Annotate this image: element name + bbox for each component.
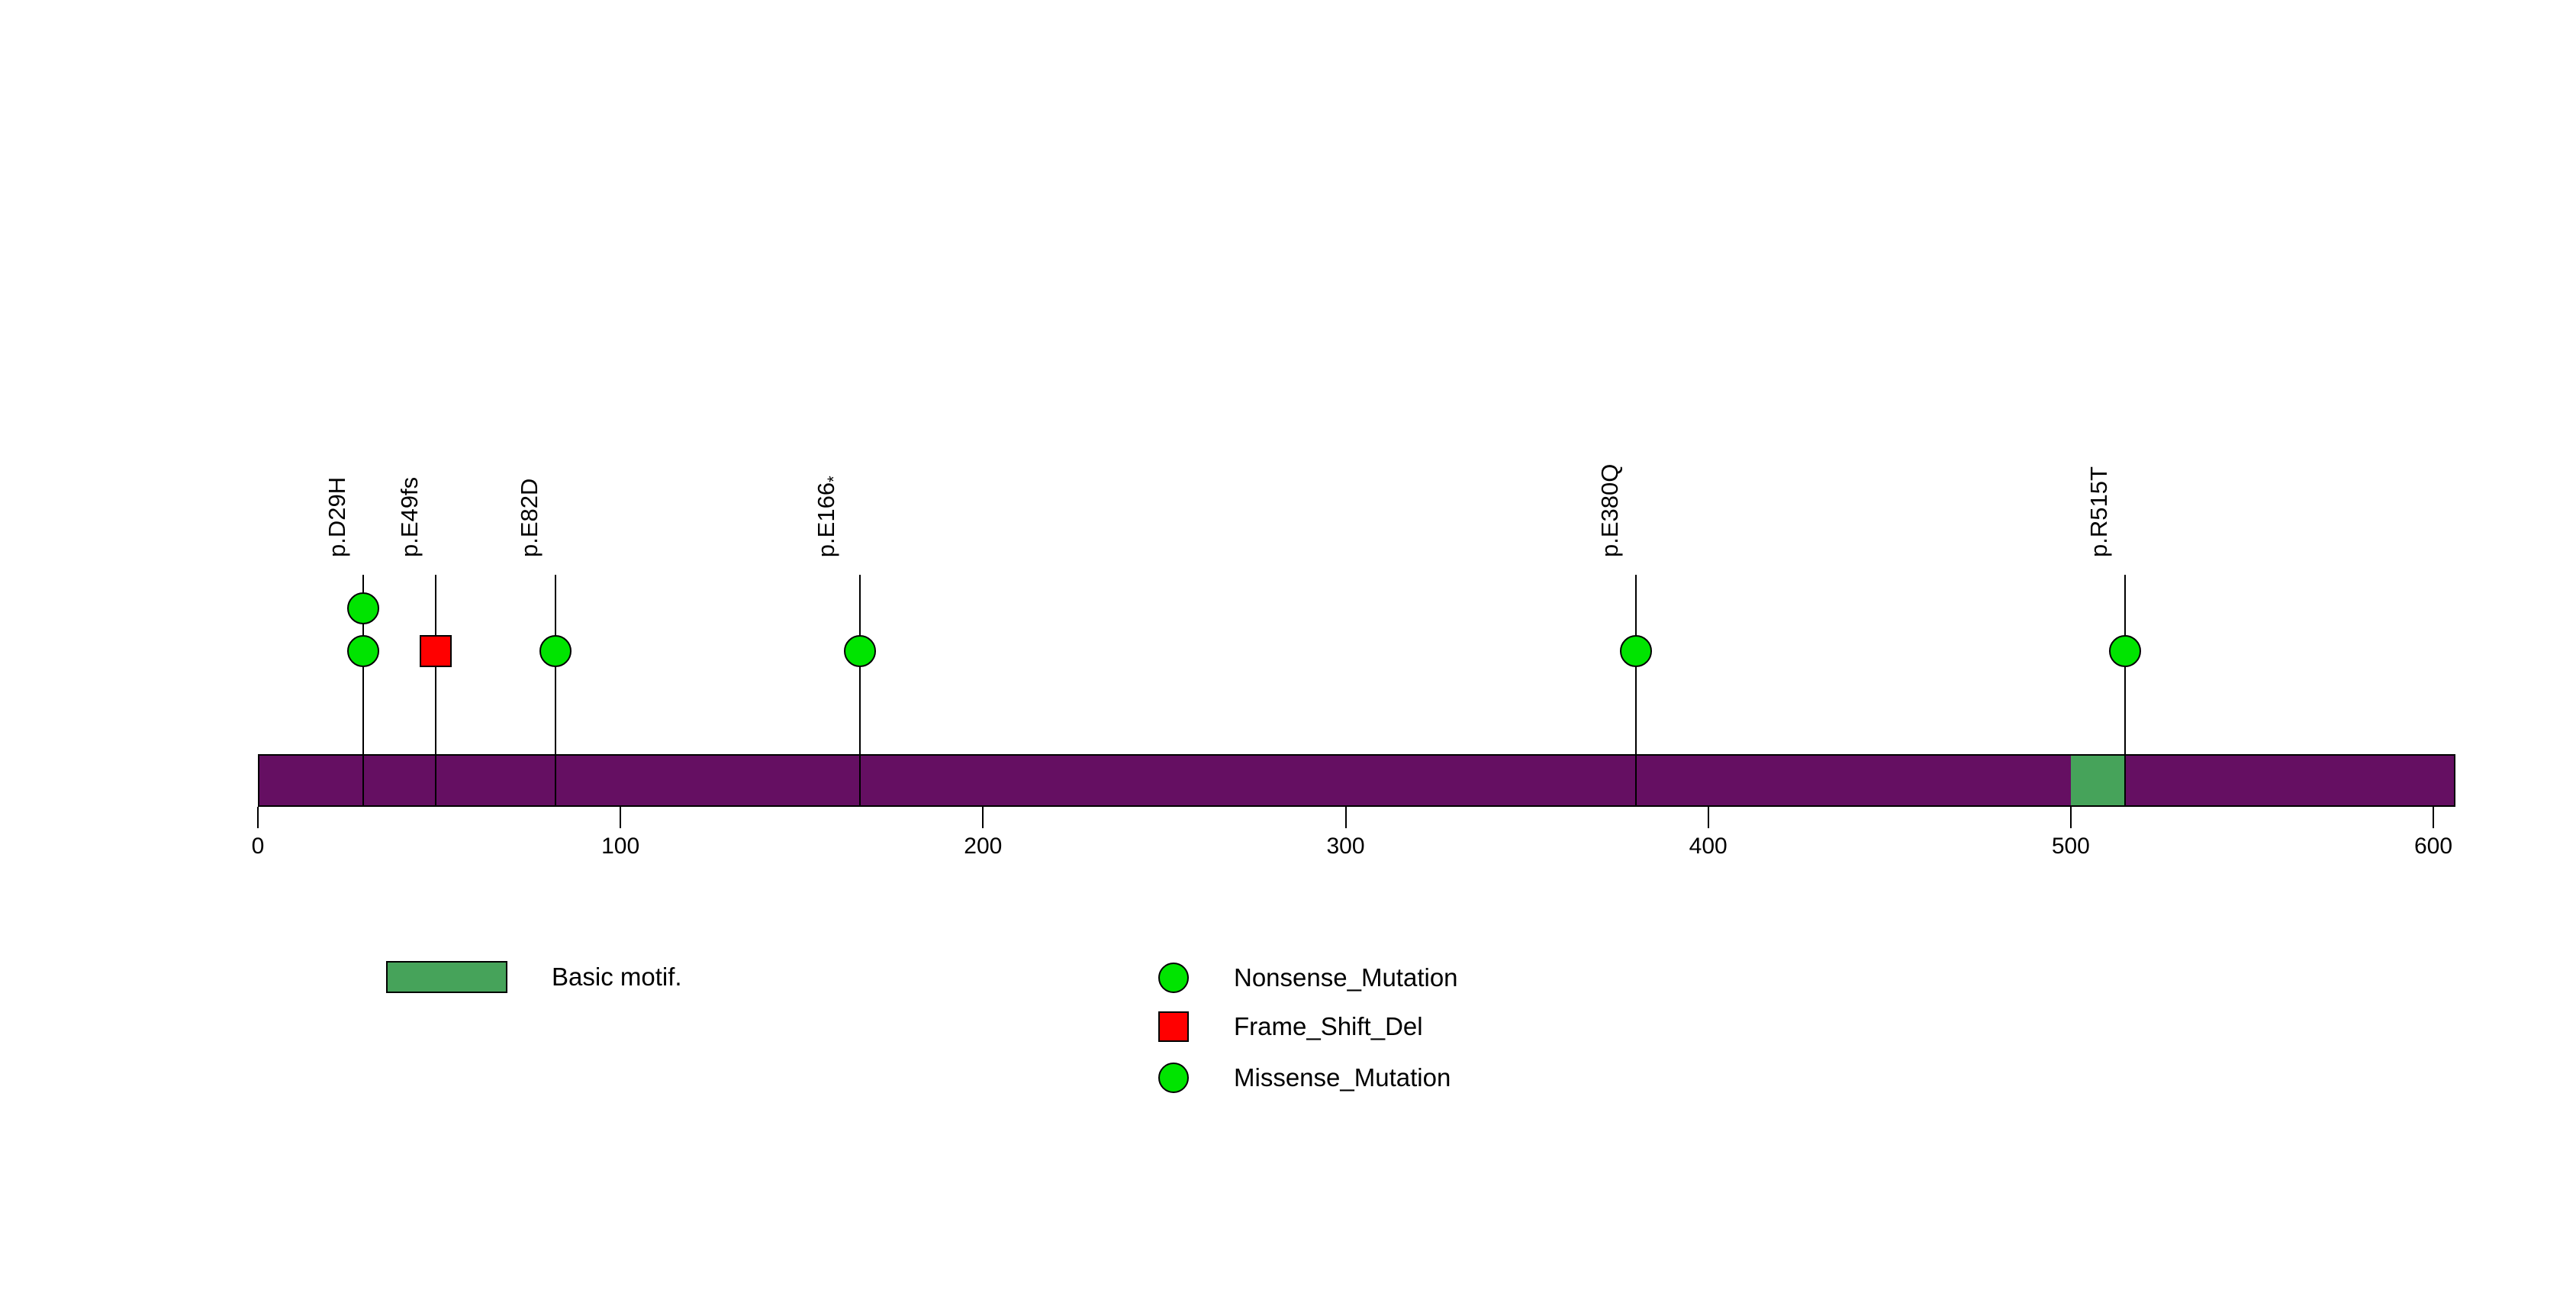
axis-tick <box>257 807 259 828</box>
axis-tick-label: 400 <box>1689 834 1728 859</box>
mutation-stem <box>362 575 364 807</box>
mutation-label: p.R515T <box>2085 466 2113 557</box>
legend-marker-square <box>1158 1011 1189 1042</box>
axis-tick-label: 0 <box>251 834 265 859</box>
mutation-stem <box>2124 575 2127 807</box>
mutation-marker-square <box>419 635 452 667</box>
mutation-stem <box>554 575 556 807</box>
mutation-label: p.E49fs <box>395 476 423 557</box>
mutation-marker-circle <box>346 635 379 667</box>
mutation-marker-circle <box>1619 635 1652 667</box>
axis-tick <box>620 807 622 828</box>
axis-tick <box>1707 807 1709 828</box>
mutation-marker-circle <box>2109 635 2142 667</box>
mutation-stem <box>1634 575 1637 807</box>
axis-tick-label: 200 <box>964 834 1003 859</box>
mutation-marker-circle <box>539 635 572 667</box>
mutation-label: p.D29H <box>323 476 350 557</box>
axis-tick <box>2433 807 2435 828</box>
axis-tick <box>982 807 984 828</box>
legend-marker-circle <box>1158 963 1189 993</box>
mutation-label: p.E380Q <box>1596 463 1623 557</box>
legend-mutation-label: Frame_Shift_Del <box>1234 1012 1423 1040</box>
axis-tick <box>2069 807 2072 828</box>
axis-tick <box>1344 807 1347 828</box>
mutation-stem <box>858 575 861 807</box>
axis-tick-label: 300 <box>1326 834 1365 859</box>
mutation-marker-circle <box>843 635 876 667</box>
mutation-marker-circle <box>346 592 379 624</box>
legend-domain-swatch <box>386 961 507 993</box>
legend-domain-label: Basic motif. <box>552 963 682 991</box>
axis-tick-label: 500 <box>2051 834 2090 859</box>
axis-tick-label: 100 <box>601 834 640 859</box>
mutation-label: p.E82D <box>515 478 543 557</box>
legend-marker-circle <box>1158 1063 1189 1093</box>
axis-tick-label: 600 <box>2413 834 2453 859</box>
legend-mutation-label: Nonsense_Mutation <box>1234 963 1458 992</box>
mutation-stem <box>434 575 436 807</box>
legend-mutation-label: Missense_Mutation <box>1234 1063 1451 1092</box>
protein-domain <box>2070 756 2126 805</box>
mutation-label: p.E166* <box>812 476 843 557</box>
